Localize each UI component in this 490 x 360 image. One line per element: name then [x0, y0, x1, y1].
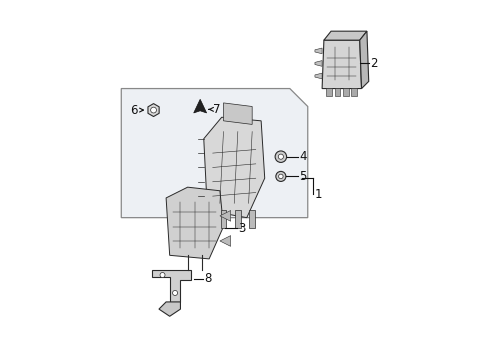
Text: 1: 1	[315, 188, 322, 201]
Bar	[351, 88, 357, 96]
Polygon shape	[194, 99, 207, 113]
Polygon shape	[204, 117, 265, 218]
Polygon shape	[322, 40, 362, 89]
Circle shape	[160, 273, 165, 278]
Circle shape	[275, 151, 287, 162]
Polygon shape	[148, 104, 159, 117]
Circle shape	[172, 291, 177, 296]
Text: 8: 8	[204, 272, 212, 285]
Circle shape	[279, 174, 283, 179]
Polygon shape	[223, 103, 252, 125]
Polygon shape	[249, 211, 255, 228]
Polygon shape	[235, 211, 241, 228]
Circle shape	[276, 171, 286, 181]
Polygon shape	[159, 302, 180, 316]
Circle shape	[278, 154, 283, 159]
Polygon shape	[152, 270, 191, 302]
Polygon shape	[360, 31, 368, 89]
Polygon shape	[315, 60, 322, 66]
Polygon shape	[122, 89, 308, 218]
Text: 7: 7	[214, 103, 221, 116]
Text: 3: 3	[239, 222, 246, 235]
Bar	[335, 88, 341, 96]
Polygon shape	[324, 31, 367, 40]
Text: 5: 5	[299, 170, 307, 183]
Polygon shape	[220, 235, 231, 246]
Polygon shape	[220, 211, 231, 221]
Text: 4: 4	[299, 150, 307, 163]
Bar	[326, 88, 332, 96]
Circle shape	[150, 107, 156, 113]
Polygon shape	[166, 187, 223, 259]
Polygon shape	[315, 73, 322, 79]
Text: 6: 6	[130, 104, 137, 117]
Polygon shape	[315, 48, 322, 54]
Text: 2: 2	[370, 57, 377, 70]
Bar	[343, 88, 349, 96]
Polygon shape	[220, 211, 226, 228]
